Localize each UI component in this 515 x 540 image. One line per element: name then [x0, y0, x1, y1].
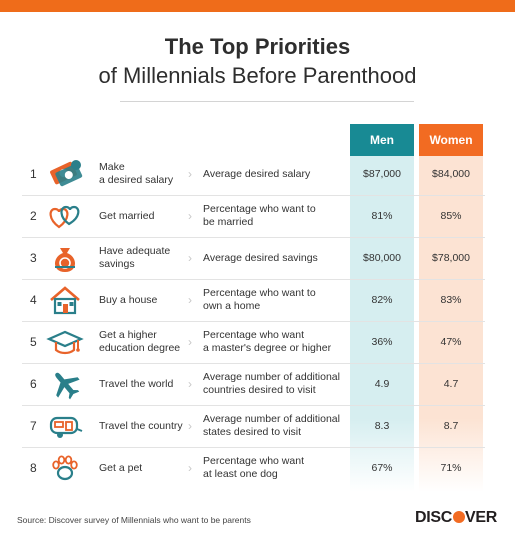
airplane-icon: [46, 367, 84, 401]
source-note: Source: Discover survey of Millennials w…: [17, 515, 251, 525]
priority-label: Get married: [99, 209, 155, 222]
page-title: The Top Priorities of Millennials Before…: [0, 34, 515, 90]
chevron-right-icon: ›: [188, 377, 192, 391]
hearts-icon: [46, 199, 84, 233]
row-number: 7: [30, 419, 37, 433]
metric-label: Percentage who want at least one dog: [203, 455, 304, 480]
camper-icon: [46, 409, 84, 443]
metric-label: Percentage who want to be married: [203, 203, 316, 228]
logo-text-right: VER: [465, 509, 498, 526]
money-icon: [46, 157, 84, 191]
top-accent-bar: [0, 0, 515, 12]
metric-label: Average number of additional countries de…: [203, 371, 340, 396]
row-divider: [22, 279, 485, 280]
chevron-right-icon: ›: [188, 293, 192, 307]
chevron-right-icon: ›: [188, 167, 192, 181]
paw-icon: [46, 451, 84, 485]
row-number: 1: [30, 167, 37, 181]
table-row: 4 Buy a house › Percentage who want to own a…: [0, 279, 515, 322]
priority-label: Buy a house: [99, 293, 158, 306]
women-value: 8.7: [443, 420, 459, 432]
women-value: 47%: [440, 336, 462, 348]
women-value: 4.7: [443, 378, 459, 390]
women-column-background: [419, 124, 483, 492]
chevron-right-icon: ›: [188, 209, 192, 223]
title-divider: [120, 101, 414, 102]
men-value: 8.3: [374, 420, 390, 432]
table-row: 2 Get married › Percentage who want to be ma…: [0, 195, 515, 238]
table-row: 6 Travel the world › Average number of addi…: [0, 363, 515, 406]
table-row: 8 Get a pet › Percentage who want at least o…: [0, 447, 515, 489]
row-divider: [22, 405, 485, 406]
row-divider: [22, 321, 485, 322]
priority-label: Have adequate savings: [99, 245, 171, 270]
row-divider: [22, 195, 485, 196]
men-value: 36%: [371, 336, 393, 348]
row-number: 6: [30, 377, 37, 391]
men-value: $87,000: [363, 168, 401, 180]
row-divider: [22, 447, 485, 448]
logo-text-left: DISC: [415, 509, 453, 526]
women-value: 83%: [440, 294, 462, 306]
title-line-1: The Top Priorities: [164, 34, 351, 59]
men-value: $80,000: [363, 252, 401, 264]
priority-label: Travel the world: [99, 377, 174, 390]
women-column-header: Women: [419, 124, 483, 156]
metric-label: Percentage who want to own a home: [203, 287, 316, 312]
chevron-right-icon: ›: [188, 461, 192, 475]
row-number: 8: [30, 461, 37, 475]
women-value: 71%: [440, 462, 462, 474]
discover-logo: DISC VER: [415, 509, 497, 527]
table-row: 1 Make a desired salary › Average desired sa…: [0, 153, 515, 196]
row-number: 2: [30, 209, 37, 223]
women-value: 85%: [440, 210, 462, 222]
chevron-right-icon: ›: [188, 251, 192, 265]
men-value: 67%: [371, 462, 393, 474]
row-number: 4: [30, 293, 37, 307]
men-value: 82%: [371, 294, 393, 306]
metric-label: Average number of additional states desir…: [203, 413, 340, 438]
women-value: $78,000: [432, 252, 470, 264]
house-icon: [46, 283, 84, 317]
row-divider: [22, 237, 485, 238]
table-row: 7 Travel the country › Average number of ad…: [0, 405, 515, 448]
women-value: $84,000: [432, 168, 470, 180]
logo-o-dot: [452, 511, 465, 523]
row-number: 5: [30, 335, 37, 349]
row-divider: [22, 363, 485, 364]
row-number: 3: [30, 251, 37, 265]
money-bag-icon: [46, 241, 84, 275]
priority-label: Get a higher education degree: [99, 329, 181, 354]
priorities-table: 1 Make a desired salary › Average desired sa…: [0, 153, 515, 489]
table-row: 3 Have adequate savings › Average desired sa…: [0, 237, 515, 280]
metric-label: Average desired savings: [203, 251, 318, 264]
graduation-cap-icon: [46, 325, 84, 359]
chevron-right-icon: ›: [188, 419, 192, 433]
metric-label: Average desired salary: [203, 167, 311, 180]
chevron-right-icon: ›: [188, 335, 192, 349]
priority-label: Travel the country: [99, 419, 183, 432]
metric-label: Percentage who want a master's degree or …: [203, 329, 332, 354]
table-row: 5 Get a higher education degree › Percentage…: [0, 321, 515, 364]
priority-label: Make a desired salary: [99, 161, 174, 186]
priority-label: Get a pet: [99, 461, 143, 474]
men-column-header: Men: [350, 124, 414, 156]
title-line-2: of Millennials Before Parenthood: [98, 63, 417, 88]
men-column-background: [350, 124, 414, 492]
men-value: 81%: [371, 210, 393, 222]
men-value: 4.9: [374, 378, 390, 390]
